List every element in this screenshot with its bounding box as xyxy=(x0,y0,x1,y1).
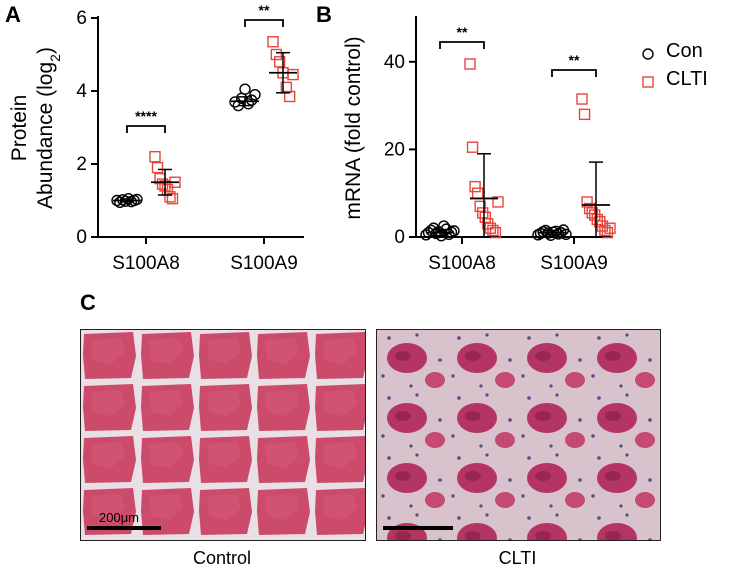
scale-bar xyxy=(87,526,161,530)
legend-label-con: Con xyxy=(666,40,703,62)
data-point-clti xyxy=(283,90,296,103)
panel-letter-b: B xyxy=(316,2,332,27)
y-tick-label: 2 xyxy=(76,154,87,175)
data-point-con xyxy=(438,220,450,232)
significance-label: ** xyxy=(569,52,580,68)
data-point-clti xyxy=(578,108,591,121)
y-tick-label: 20 xyxy=(384,139,405,160)
data-point-con xyxy=(448,225,460,237)
data-point-clti xyxy=(474,200,486,213)
significance-label: **** xyxy=(135,108,157,124)
panel-letter-c: C xyxy=(80,290,96,315)
data-point-clti xyxy=(464,58,476,70)
panel-letter-a: A xyxy=(5,2,21,27)
data-point-con xyxy=(239,83,251,95)
legend-label-clti: CLTI xyxy=(666,68,708,90)
x-tick-label: S100A9 xyxy=(540,253,608,274)
data-point-clti xyxy=(576,93,588,105)
data-point-clti xyxy=(581,196,593,208)
significance-label: ** xyxy=(259,2,270,18)
clti-tissue-image xyxy=(377,330,660,540)
y-tick-label: 4 xyxy=(76,81,87,102)
caption-clti: CLTI xyxy=(498,548,537,568)
data-point-clti xyxy=(487,224,499,237)
control-tissue-image xyxy=(81,330,365,540)
significance-bracket xyxy=(244,19,284,27)
data-point-clti xyxy=(273,56,286,68)
chart-mrna-fold: 0 20 40 S100A8 S100A9 ** ** mRNA (fold control) xyxy=(342,16,616,274)
x-tick-label: S100A8 xyxy=(112,253,180,274)
scale-bar-clti xyxy=(383,526,453,530)
data-point-con xyxy=(242,98,255,110)
data-point-clti xyxy=(604,222,616,234)
data-point-clti xyxy=(479,211,491,223)
significance-label: ** xyxy=(457,24,468,40)
y-tick-label: 0 xyxy=(76,227,87,248)
x-tick-label: S100A8 xyxy=(428,253,496,274)
significance-bracket xyxy=(551,69,597,77)
legend: Con CLTI xyxy=(640,40,736,96)
data-point-clti xyxy=(489,226,502,239)
x-tick-label: S100A9 xyxy=(230,253,298,274)
data-point-con xyxy=(550,225,562,238)
data-point-clti xyxy=(469,180,481,193)
data-point-clti xyxy=(492,196,504,208)
legend-item-clti: CLTI xyxy=(640,68,736,96)
data-point-clti xyxy=(149,150,161,163)
data-point-con xyxy=(249,88,261,101)
data-point-con xyxy=(560,228,572,241)
data-point-clti xyxy=(466,141,479,153)
y-axis-title: mRNA (fold control) xyxy=(342,36,365,219)
micrograph-clti xyxy=(376,329,661,541)
y-tick-label: 40 xyxy=(384,52,405,73)
data-point-clti xyxy=(287,68,299,81)
y-axis-title-line2: Abundance (log2) xyxy=(34,47,63,209)
circle-marker-icon xyxy=(642,48,654,60)
y-tick-label: 0 xyxy=(394,227,405,248)
data-point-clti xyxy=(164,191,176,203)
significance-bracket xyxy=(126,125,166,133)
square-marker-icon xyxy=(642,76,654,88)
data-point-clti xyxy=(151,161,164,174)
data-point-clti xyxy=(471,187,484,199)
y-tick-label: 6 xyxy=(76,8,87,29)
micrograph-control: 200μm xyxy=(80,329,366,541)
data-point-clti xyxy=(267,36,279,48)
scale-bar-label: 200μm xyxy=(99,510,140,525)
legend-item-con: Con xyxy=(640,40,736,68)
caption-control: Control xyxy=(192,548,252,568)
significance-bracket xyxy=(439,41,485,49)
data-point-clti xyxy=(166,192,179,205)
data-point-clti xyxy=(270,48,283,61)
y-axis-title-line1: Protein xyxy=(8,95,31,162)
